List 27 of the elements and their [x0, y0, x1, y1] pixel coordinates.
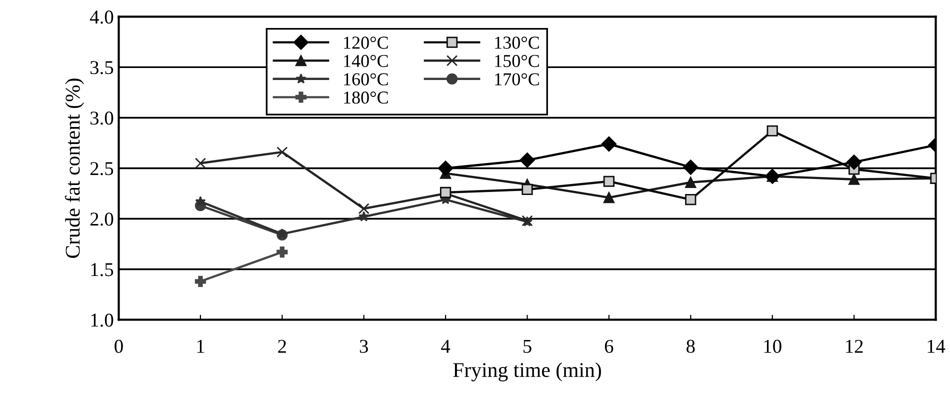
legend-label: 130°C	[495, 36, 539, 49]
legend-label: 160°C	[344, 73, 388, 86]
y-tick-label: 3.0	[90, 112, 114, 125]
y-axis-title: Crude fat content (%)	[64, 78, 84, 258]
x-tick-label: 6	[604, 340, 614, 353]
y-tick-label: 2.0	[90, 212, 114, 226]
x-tick-label: 8	[686, 340, 695, 353]
x-axis-title: Frying time (min)	[453, 362, 601, 382]
legend-label: 180°C	[344, 92, 388, 104]
y-tick-label: 2.5	[90, 162, 114, 176]
x-tick-label: 4	[441, 340, 450, 353]
y-tick-label: 4.0	[90, 10, 114, 24]
x-tick-label: 1	[197, 340, 204, 353]
legend-label: 120°C	[344, 36, 388, 49]
x-tick-label: 2	[278, 340, 286, 353]
y-tick-label: 1.5	[91, 263, 114, 276]
legend-label: 150°C	[495, 54, 539, 68]
y-tick-label: 1.0	[91, 314, 114, 327]
x-tick-label: 0	[114, 340, 123, 353]
legend-label: 140°C	[344, 54, 388, 68]
x-tick-label: 10	[764, 340, 782, 353]
x-tick-label: 5	[524, 340, 532, 353]
x-tick-label: 14	[928, 340, 946, 353]
x-tick-label: 3	[360, 340, 368, 353]
legend-label: 170°C	[495, 73, 539, 86]
x-tick-label: 12	[846, 340, 863, 353]
y-tick-label: 3.5	[90, 61, 114, 74]
